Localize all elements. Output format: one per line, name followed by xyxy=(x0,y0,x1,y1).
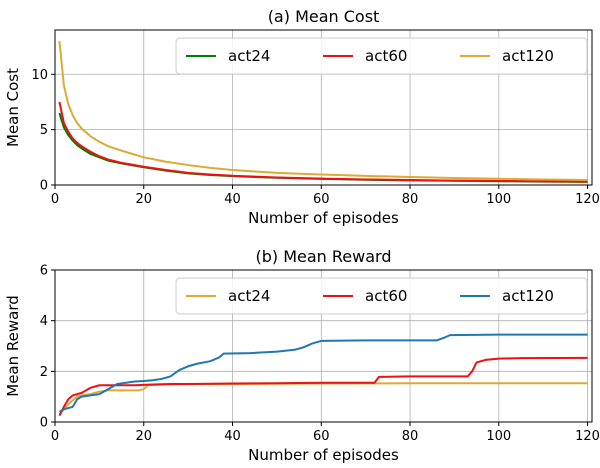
x-axis-label: Number of episodes xyxy=(248,209,399,227)
y-tick-label: 4 xyxy=(40,314,48,329)
x-tick-label: 100 xyxy=(486,192,511,207)
x-tick-label: 60 xyxy=(313,429,330,444)
x-tick-label: 0 xyxy=(51,429,59,444)
y-axis-label: Mean Cost xyxy=(4,68,22,147)
x-tick-label: 40 xyxy=(224,429,241,444)
chart-title: (b) Mean Reward xyxy=(256,247,392,266)
y-tick-label: 0 xyxy=(40,179,48,194)
y-tick-label: 2 xyxy=(40,365,48,380)
x-tick-label: 20 xyxy=(135,429,152,444)
x-tick-label: 40 xyxy=(224,192,241,207)
x-tick-label: 100 xyxy=(486,429,511,444)
chart-title: (a) Mean Cost xyxy=(268,7,380,26)
x-tick-label: 80 xyxy=(402,429,419,444)
series-line-act24 xyxy=(58,112,588,183)
x-tick-label: 120 xyxy=(575,192,600,207)
x-axis-label: Number of episodes xyxy=(248,446,399,464)
series-line-act60 xyxy=(58,101,588,183)
chart-mean-cost: 0 20 40 60 80 100 120 0 5 10 (a) Mean Cost Number o… xyxy=(4,7,600,227)
series-line-act60 xyxy=(58,356,588,417)
legend-label-act120: act120 xyxy=(502,47,554,65)
x-tick-label: 120 xyxy=(575,429,600,444)
plot-frame xyxy=(54,29,593,186)
y-axis-label: Mean Reward xyxy=(4,295,22,397)
y-tick-label: 0 xyxy=(40,416,48,431)
plot-frame xyxy=(54,269,593,423)
x-tick-label: 80 xyxy=(402,192,419,207)
series-line-act120 xyxy=(58,40,588,182)
y-tick-label: 6 xyxy=(40,264,48,279)
legend: act24 act60 act120 xyxy=(175,37,588,75)
legend-label-act120: act120 xyxy=(502,287,554,305)
legend-label-act24: act24 xyxy=(228,287,270,305)
legend-box xyxy=(175,277,588,315)
legend-label-act60: act60 xyxy=(365,287,407,305)
series-line-act120 xyxy=(58,333,588,413)
y-tick-label: 10 xyxy=(31,68,48,83)
x-tick-label: 20 xyxy=(135,192,152,207)
legend-label-act60: act60 xyxy=(365,47,407,65)
legend: act24 act60 act120 xyxy=(175,277,588,315)
chart-mean-reward: 0 20 40 60 80 100 120 0 2 4 6 (b) Mean Reward Number… xyxy=(4,247,600,464)
series-line-act24 xyxy=(58,382,588,416)
x-tick-label: 0 xyxy=(51,192,59,207)
y-tick-label: 5 xyxy=(40,123,48,138)
x-tick-label: 60 xyxy=(313,192,330,207)
legend-label-act24: act24 xyxy=(228,47,270,65)
legend-box xyxy=(175,37,588,75)
